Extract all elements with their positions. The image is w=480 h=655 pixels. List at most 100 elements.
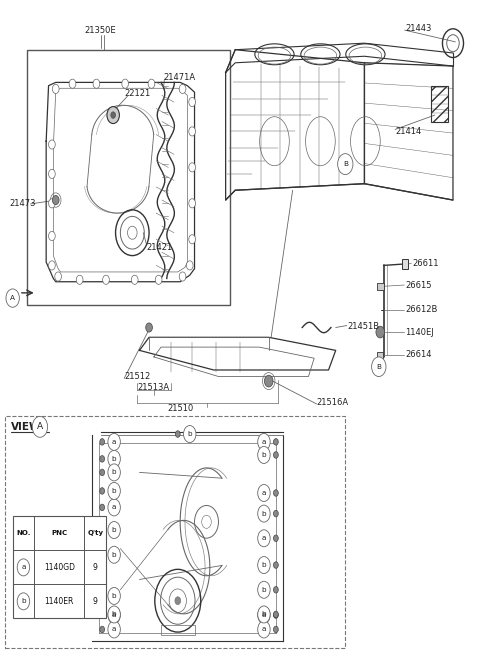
Text: Q'ty: Q'ty [87, 531, 103, 536]
Circle shape [183, 426, 196, 443]
Circle shape [100, 488, 105, 495]
Circle shape [189, 98, 195, 107]
Circle shape [52, 84, 59, 94]
Text: 26615: 26615 [405, 280, 432, 290]
Circle shape [100, 527, 105, 533]
Circle shape [108, 607, 120, 624]
Circle shape [274, 535, 278, 542]
Circle shape [146, 323, 153, 332]
Circle shape [156, 275, 162, 284]
Circle shape [100, 456, 105, 462]
Circle shape [258, 581, 270, 598]
Text: 26612B: 26612B [405, 305, 437, 314]
Text: A: A [37, 422, 43, 432]
Circle shape [337, 154, 353, 174]
Text: 21473: 21473 [9, 199, 36, 208]
Circle shape [108, 621, 120, 638]
Text: 21516A: 21516A [317, 398, 348, 407]
Circle shape [100, 612, 105, 618]
Circle shape [148, 79, 155, 88]
Text: b: b [112, 488, 117, 494]
Text: a: a [262, 626, 266, 633]
Circle shape [175, 431, 180, 438]
Bar [377, 283, 384, 290]
Text: 1140ER: 1140ER [45, 597, 74, 606]
Text: b: b [112, 612, 117, 618]
Text: PNC: PNC [51, 531, 67, 536]
Text: B: B [376, 364, 381, 369]
Circle shape [376, 326, 384, 338]
Circle shape [100, 504, 105, 511]
Bar [377, 352, 383, 358]
Bar [12, 516, 106, 618]
Circle shape [100, 626, 105, 633]
Text: b: b [21, 599, 26, 605]
Text: a: a [112, 626, 116, 633]
Circle shape [100, 469, 105, 476]
Circle shape [189, 198, 195, 208]
Text: 21421: 21421 [147, 242, 173, 252]
Text: 22121: 22121 [124, 89, 150, 98]
Text: 21513A: 21513A [137, 383, 169, 392]
Circle shape [258, 447, 270, 464]
Circle shape [100, 439, 105, 445]
Text: a: a [112, 504, 116, 510]
Text: 21512: 21512 [124, 372, 150, 381]
Circle shape [108, 606, 120, 623]
Text: b: b [112, 456, 117, 462]
Text: a: a [262, 612, 266, 618]
Text: 26611: 26611 [412, 259, 439, 268]
Circle shape [48, 170, 55, 178]
Bar [402, 259, 408, 269]
Text: 21443: 21443 [405, 24, 432, 33]
Circle shape [274, 510, 278, 517]
Text: a: a [21, 565, 25, 571]
Circle shape [274, 452, 278, 458]
Circle shape [108, 464, 120, 481]
Text: 21350E: 21350E [84, 26, 116, 35]
Circle shape [258, 557, 270, 574]
Text: b: b [262, 612, 266, 618]
Circle shape [258, 505, 270, 522]
Text: B: B [343, 161, 348, 167]
Text: a: a [262, 490, 266, 496]
Circle shape [103, 275, 109, 284]
Circle shape [274, 626, 278, 633]
Text: a: a [262, 535, 266, 541]
Bar [432, 86, 448, 122]
Circle shape [100, 552, 105, 558]
Text: VIEW: VIEW [11, 422, 42, 432]
Circle shape [17, 559, 30, 576]
Circle shape [108, 546, 120, 563]
Circle shape [258, 485, 270, 502]
Bar [5, 416, 345, 648]
Text: a: a [112, 439, 116, 445]
Circle shape [258, 607, 270, 624]
Text: b: b [262, 562, 266, 568]
Circle shape [48, 140, 55, 149]
Circle shape [264, 375, 273, 387]
Circle shape [108, 434, 120, 451]
Circle shape [69, 79, 76, 88]
Circle shape [32, 417, 48, 438]
Text: b: b [262, 511, 266, 517]
Text: a: a [262, 439, 266, 445]
Text: 9: 9 [93, 597, 97, 606]
Circle shape [175, 597, 180, 605]
Circle shape [189, 234, 195, 244]
Bar [160, 625, 195, 635]
Circle shape [48, 231, 55, 240]
Text: b: b [262, 452, 266, 458]
Circle shape [258, 530, 270, 547]
Circle shape [274, 490, 278, 496]
Circle shape [6, 289, 19, 307]
Text: b: b [112, 552, 117, 558]
Circle shape [274, 586, 278, 593]
Text: 1140GD: 1140GD [44, 563, 75, 572]
Circle shape [17, 593, 30, 610]
Circle shape [108, 521, 120, 538]
Circle shape [93, 79, 100, 88]
Circle shape [179, 272, 186, 281]
Circle shape [189, 127, 195, 136]
Circle shape [258, 606, 270, 623]
